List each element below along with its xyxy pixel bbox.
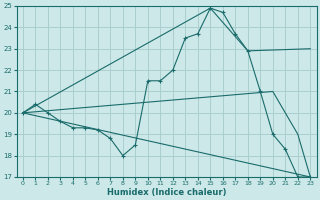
X-axis label: Humidex (Indice chaleur): Humidex (Indice chaleur) xyxy=(107,188,226,197)
